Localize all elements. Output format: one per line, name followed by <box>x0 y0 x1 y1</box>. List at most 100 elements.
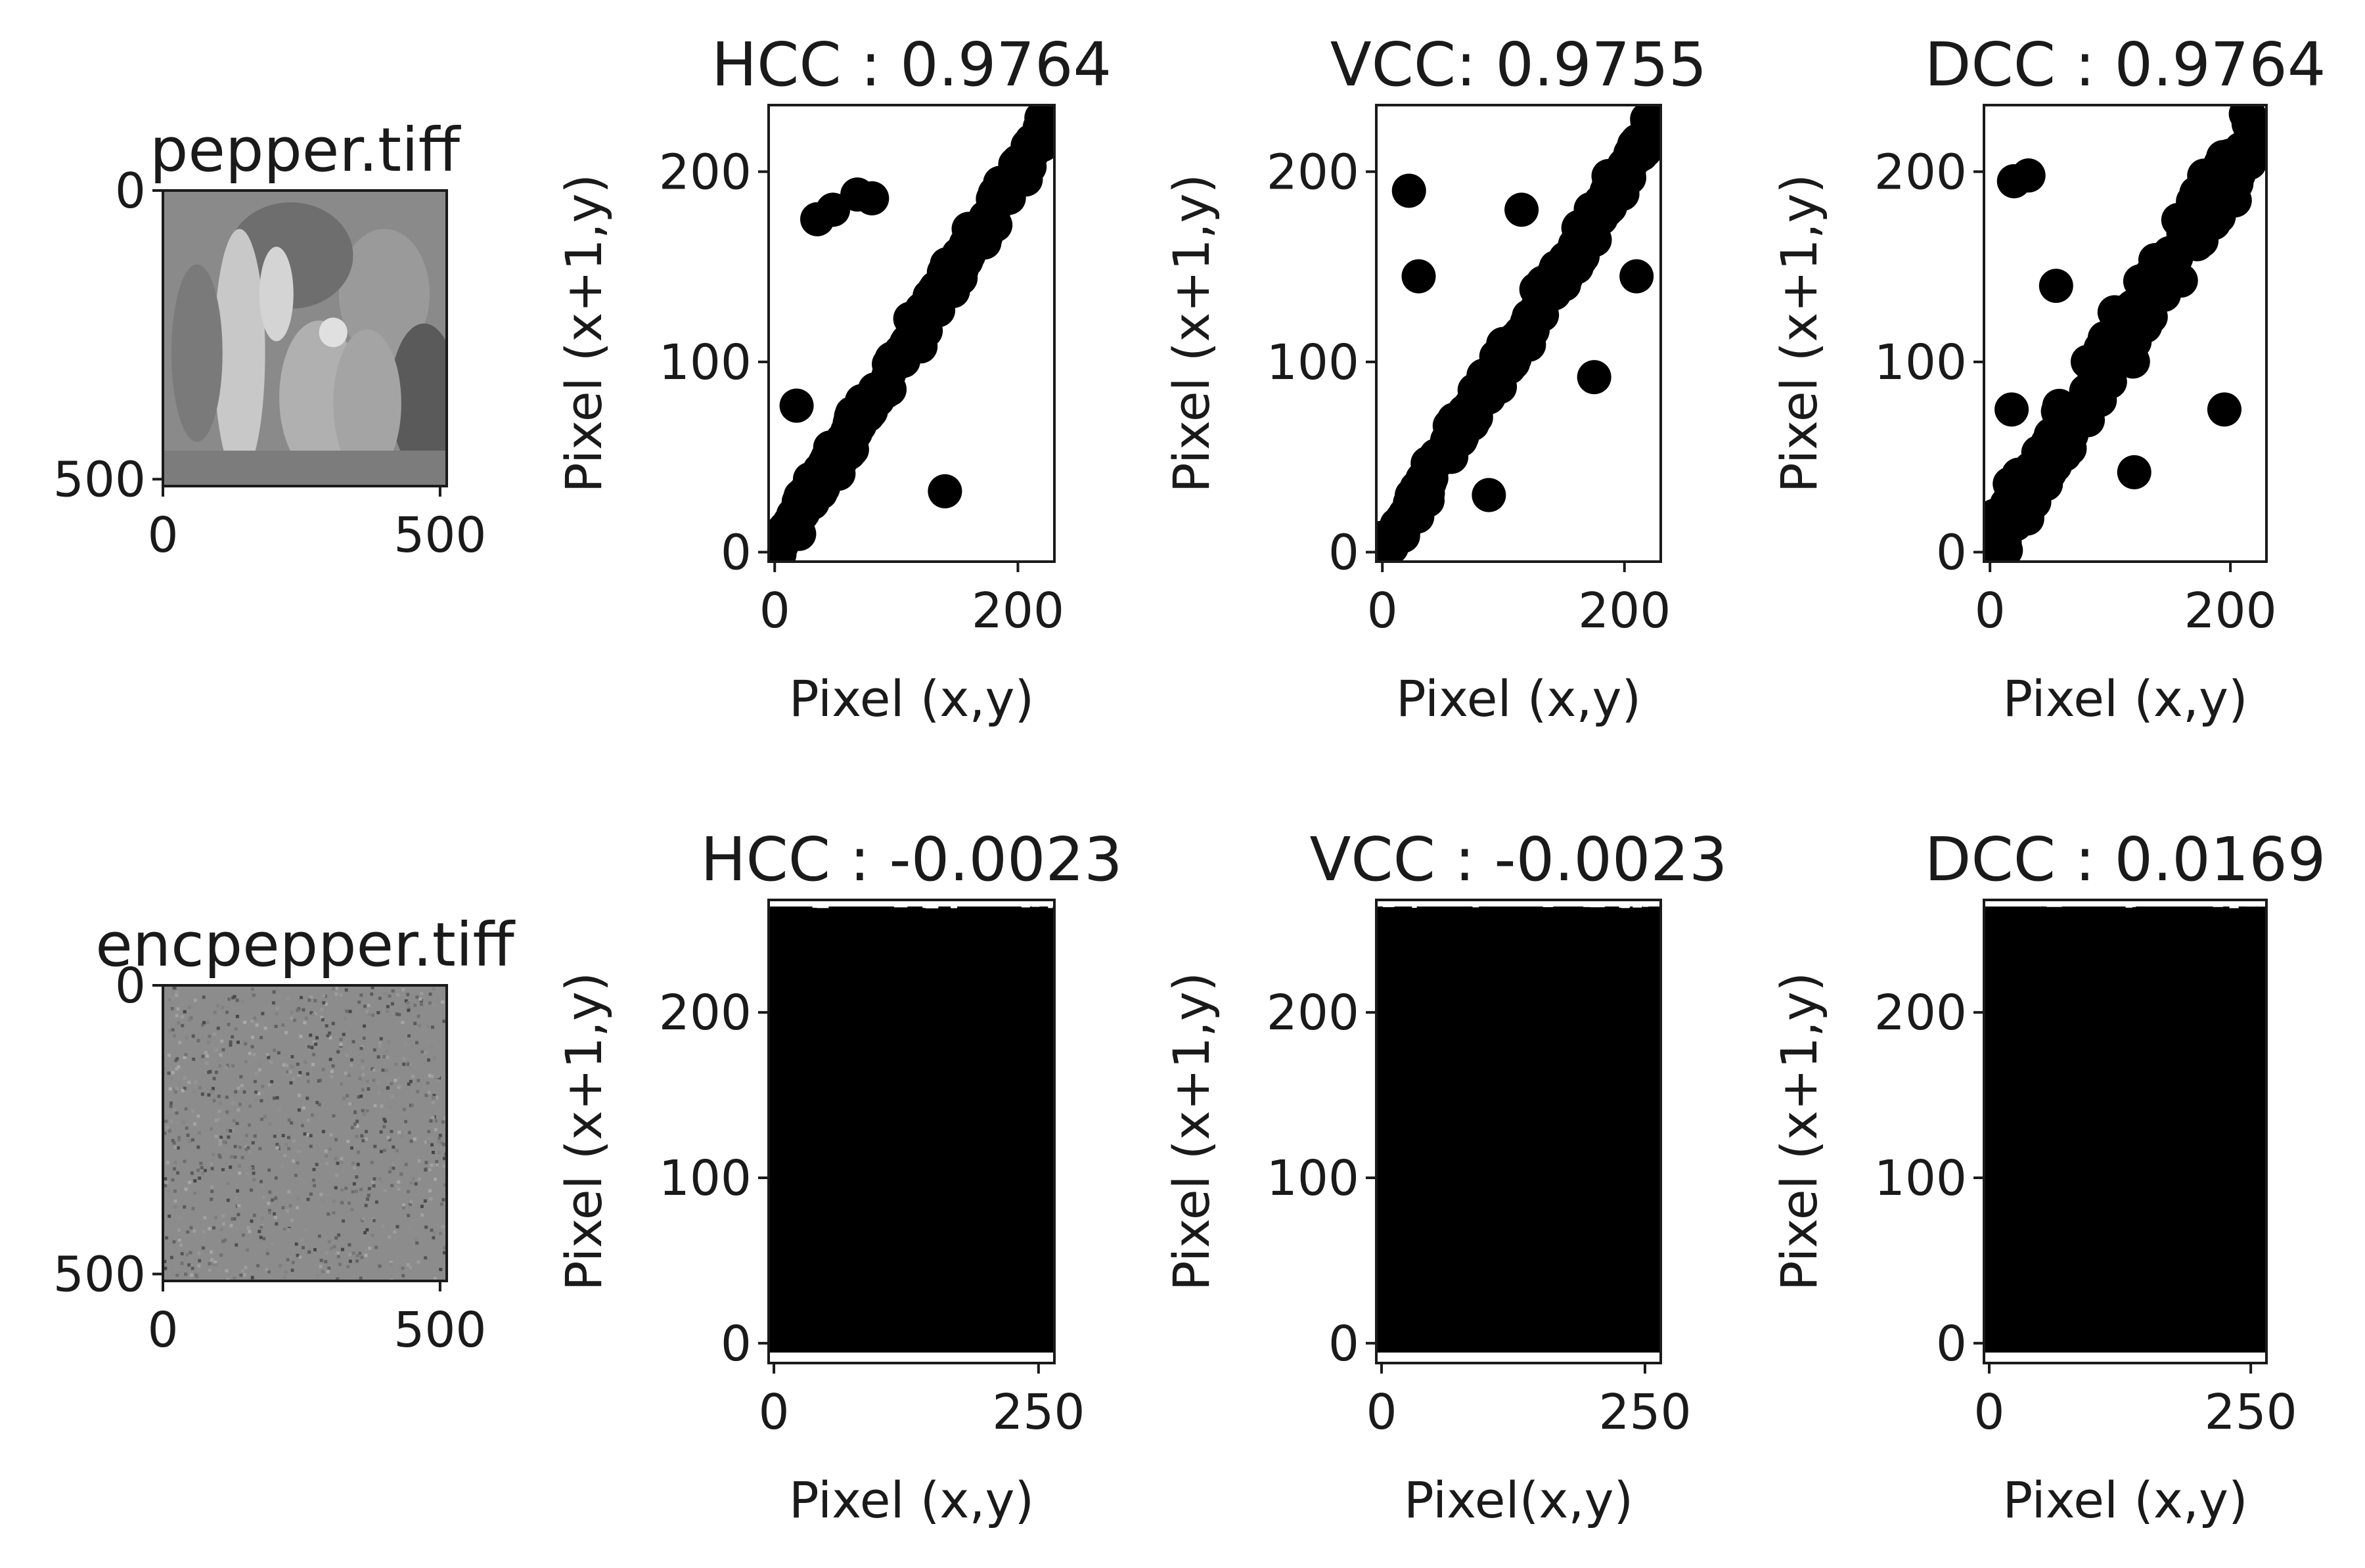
gap <box>1587 904 1602 907</box>
noise-pixel <box>340 1157 344 1161</box>
noise-pixel <box>290 1121 294 1125</box>
gap <box>2234 903 2241 905</box>
gap <box>1502 903 1512 905</box>
noise-pixel <box>361 1217 365 1221</box>
noise-pixel <box>389 1261 393 1265</box>
scatter-points <box>769 105 1054 562</box>
noise-pixel <box>321 1067 325 1071</box>
noise-pixel <box>359 1276 363 1280</box>
noise-pixel <box>302 1185 305 1189</box>
noise-pixel <box>286 1136 290 1140</box>
noise-pixel <box>187 1018 191 1022</box>
noise-pixel <box>407 1190 411 1194</box>
noise-pixel <box>183 1076 187 1080</box>
gap <box>950 1355 957 1358</box>
noise-pixel <box>275 1142 279 1146</box>
noise-pixel <box>365 1137 369 1141</box>
noise-pixel <box>221 1048 225 1052</box>
noise-pixel <box>200 1201 204 1205</box>
noise-pixel <box>205 1054 209 1058</box>
noise-pixel <box>170 997 174 1000</box>
noise-pixel <box>358 1053 362 1057</box>
noise-pixel <box>382 1117 386 1121</box>
noise-pixel <box>363 1231 367 1235</box>
noise-pixel <box>172 1034 176 1038</box>
noise-pixel <box>373 1104 377 1108</box>
noise-pixel <box>278 1264 282 1268</box>
gap <box>1016 1356 1027 1358</box>
noise-pixel <box>321 1130 325 1134</box>
gap <box>861 1357 876 1360</box>
gap <box>2255 1355 2260 1357</box>
noise-pixel <box>327 1266 331 1270</box>
noise-pixel <box>386 1079 390 1083</box>
noise-pixel <box>348 1201 351 1205</box>
gap <box>1626 903 1642 905</box>
noise-pixel <box>429 1119 433 1123</box>
noise-pixel <box>198 1086 202 1090</box>
noise-pixel <box>326 1034 330 1038</box>
noise-pixel <box>433 1056 437 1060</box>
scatter-point <box>916 289 951 324</box>
noise-pixel <box>259 1117 263 1121</box>
noise-pixel <box>171 1138 175 1142</box>
noise-pixel <box>193 1192 197 1196</box>
noise-pixel <box>410 1104 414 1108</box>
noise-pixel <box>348 1010 352 1014</box>
noise-pixel <box>175 1067 179 1071</box>
panel-5: HCC : -0.0023 0 250 0 100 200 Pixel (x,y) Pixel… <box>554 824 1123 1529</box>
noise-pixel <box>321 1270 325 1274</box>
x-tick-label: 200 <box>972 583 1064 639</box>
noise-pixel <box>407 1213 411 1217</box>
scatter-point <box>2133 300 2168 334</box>
noise-pixel <box>361 1145 365 1149</box>
gap <box>1642 905 1649 907</box>
noise-pixel <box>284 1142 288 1146</box>
gap <box>2235 901 2241 904</box>
gap <box>1590 905 1605 908</box>
noise-pixel <box>379 1150 383 1154</box>
noise-pixel <box>427 1136 431 1140</box>
gap <box>1633 905 1642 908</box>
noise-pixel <box>319 1042 323 1046</box>
noise-pixel <box>313 1247 317 1251</box>
scatter-point <box>928 474 962 508</box>
noise-pixel <box>229 1224 233 1228</box>
noise-pixel <box>340 1188 344 1192</box>
noise-pixel <box>320 1008 324 1012</box>
noise-pixel <box>190 1273 194 1277</box>
noise-pixel <box>217 1117 221 1121</box>
noise-pixel <box>221 1006 225 1010</box>
noise-pixel <box>284 1064 288 1067</box>
noise-pixel <box>171 1028 175 1032</box>
noise-pixel <box>265 1267 269 1271</box>
noise-pixel <box>172 1240 176 1243</box>
noise-pixel <box>303 1132 307 1136</box>
noise-pixel <box>290 1268 294 1272</box>
noise-pixel <box>298 1071 302 1075</box>
gap <box>2094 1354 2107 1356</box>
noise-pixel <box>415 995 419 999</box>
noise-pixel <box>189 1251 192 1255</box>
image-region <box>259 246 294 342</box>
noise-pixel <box>332 1245 336 1249</box>
x-tick-label: 250 <box>1598 1384 1691 1441</box>
gap <box>2195 902 2207 905</box>
gap <box>817 906 829 908</box>
noise-pixel <box>315 1036 319 1040</box>
noise-pixel <box>167 1071 171 1075</box>
noise-pixel <box>191 1266 194 1270</box>
y-tick-label: 0 <box>1328 1316 1359 1372</box>
noise-pixel <box>402 1062 406 1066</box>
noise-pixel <box>436 1079 440 1083</box>
noise-pixel <box>379 1037 383 1041</box>
noise-pixel <box>407 1227 411 1231</box>
noise-pixel <box>372 1079 376 1083</box>
noise-pixel <box>365 1079 369 1083</box>
noise-pixel <box>344 988 348 992</box>
scatter-points <box>769 902 1054 1360</box>
noise-pixel <box>233 1276 236 1280</box>
noise-pixel <box>299 1035 303 1039</box>
x-tick-label: 0 <box>147 507 178 564</box>
noise-pixel <box>267 1083 271 1087</box>
